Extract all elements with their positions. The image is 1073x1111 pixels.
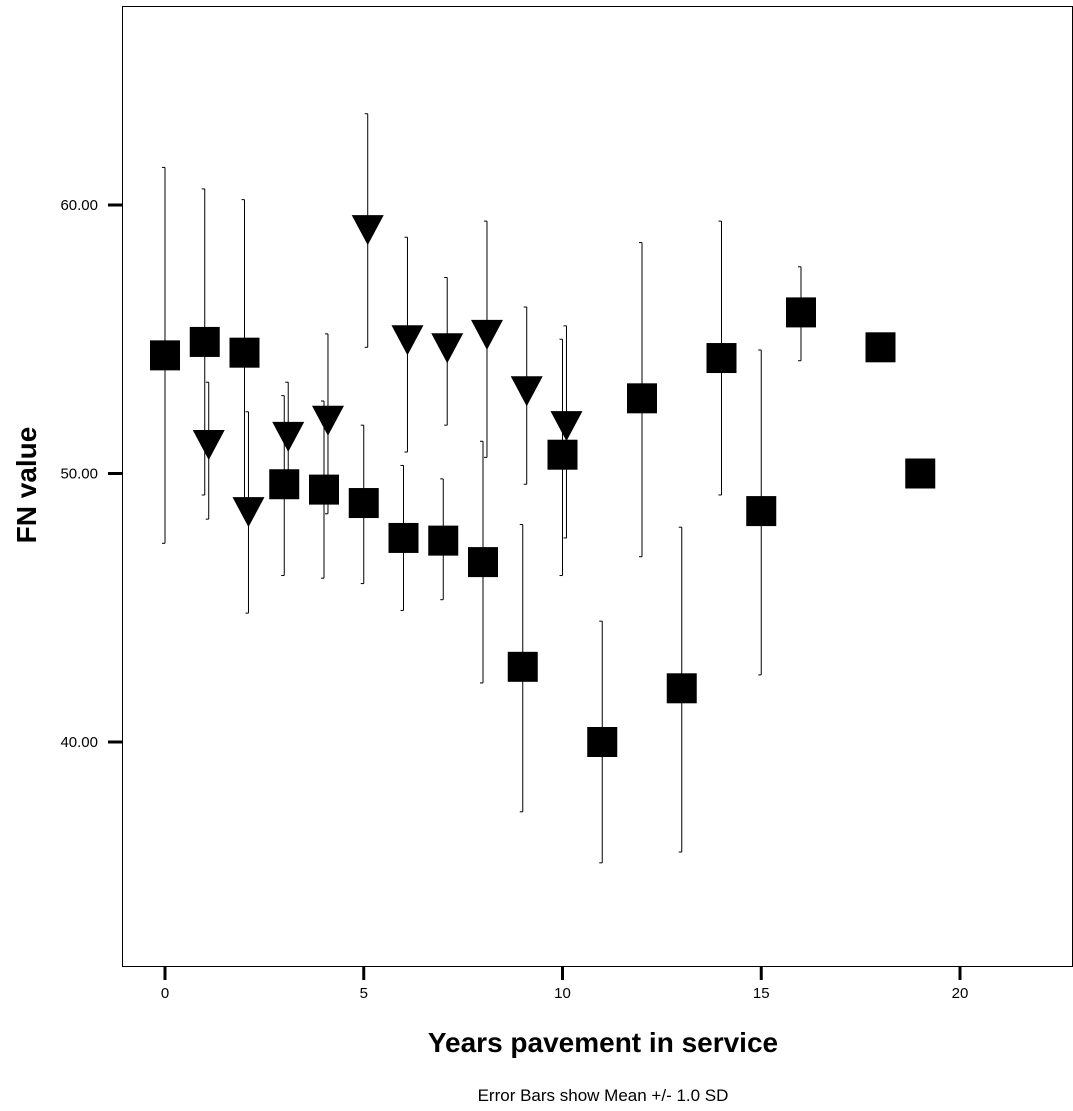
- triangle-down-marker: [391, 325, 424, 356]
- square-marker: [547, 439, 578, 470]
- square-marker: [468, 547, 498, 578]
- triangle-down-marker: [470, 319, 503, 350]
- x-tick-label: 5: [360, 985, 368, 1002]
- square-marker: [229, 337, 260, 368]
- y-tick-label: 40.00: [60, 734, 98, 751]
- x-tick-label: 0: [161, 985, 169, 1002]
- x-axis-title: Years pavement in service: [428, 1027, 778, 1058]
- square-marker: [706, 343, 737, 374]
- square-marker: [348, 488, 379, 519]
- square-marker: [428, 525, 459, 556]
- error-bars: [162, 113, 802, 864]
- triangle-down-marker: [232, 497, 265, 528]
- square-marker: [905, 458, 936, 489]
- axes: 0 5 10 15 20 40.00 50.00 60.00: [60, 197, 968, 1002]
- square-marker: [269, 469, 300, 500]
- square-marker: [150, 340, 180, 371]
- triangle-down-marker: [311, 405, 344, 436]
- square-marker: [627, 383, 657, 414]
- triangle-down-marker: [351, 215, 384, 246]
- x-tick-label: 20: [952, 985, 969, 1002]
- triangle-down-marker: [192, 429, 225, 460]
- triangle-down-marker: [510, 376, 543, 407]
- square-marker: [309, 474, 339, 505]
- triangle-down-marker: [550, 411, 583, 442]
- square-marker: [865, 332, 896, 363]
- y-tick-label: 50.00: [60, 466, 98, 483]
- square-marker: [189, 326, 220, 357]
- x-tick-label: 10: [554, 985, 571, 1002]
- y-axis-title: FN value: [11, 427, 42, 544]
- y-tick-label: 60.00: [60, 197, 98, 214]
- data-markers: [150, 215, 936, 757]
- square-marker: [746, 496, 777, 527]
- square-marker: [786, 297, 816, 328]
- square-marker: [587, 727, 618, 757]
- triangle-down-marker: [431, 333, 464, 364]
- error-bar-caption: Error Bars show Mean +/- 1.0 SD: [478, 1086, 729, 1105]
- square-marker: [388, 522, 419, 553]
- square-marker: [507, 651, 538, 682]
- square-marker: [666, 673, 697, 704]
- triangle-down-marker: [272, 421, 305, 452]
- x-tick-label: 15: [753, 985, 770, 1002]
